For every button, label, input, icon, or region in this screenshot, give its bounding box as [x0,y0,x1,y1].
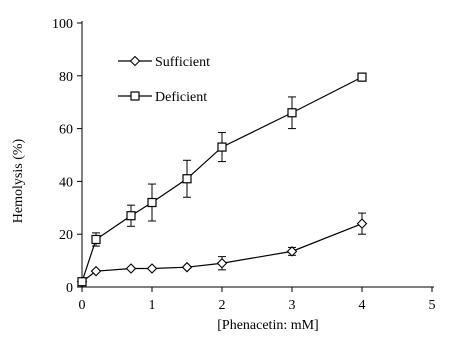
axes: 0 20 40 60 80 100 0 1 2 3 4 5 [52,17,436,313]
data-point-sufficient [286,246,298,257]
data-point-deficient [287,108,297,118]
y-tick-label: 100 [52,17,73,32]
legend-item-deficient: Deficient [118,90,207,105]
y-tick-label: 80 [59,70,73,85]
series-line-deficient [81,76,363,282]
y-tick-label: 40 [59,175,73,190]
data-point-sufficient [125,263,137,274]
x-tick-label: 5 [429,298,436,313]
legend-label-sufficient: Sufficient [155,55,210,70]
legend: Sufficient Deficient [118,55,210,105]
data-point-deficient [147,197,157,208]
y-axis-label: Hemolysis (%) [11,138,26,223]
x-axis-label: [Phenacetin: mM] [217,318,318,333]
data-point-deficient [126,211,136,221]
data-point-deficient [77,277,87,287]
data-point-sufficient [356,218,368,229]
data-point-deficient [357,72,367,82]
legend-marker-deficient [130,91,140,101]
legend-marker-sufficient [129,55,141,67]
x-tick-label: 3 [289,298,296,313]
data-point-sufficient [216,257,228,269]
x-tick-label: 2 [219,298,226,313]
y-tick-label: 20 [59,228,73,243]
x-tick-label: 1 [149,298,156,313]
data-point-deficient [91,234,101,245]
legend-label-deficient: Deficient [155,90,207,105]
data-point-deficient [182,174,192,184]
series-layer [76,72,368,287]
x-tick-label: 4 [359,298,366,313]
series-sufficient [76,212,368,287]
data-point-deficient [217,142,227,152]
series-line-sufficient [81,223,363,283]
x-tick-label: 0 [79,298,86,313]
data-point-sufficient [90,265,102,277]
legend-item-sufficient: Sufficient [118,55,210,70]
y-tick-label: 0 [66,281,73,296]
data-point-sufficient [181,261,193,273]
series-deficient [77,72,367,287]
data-point-sufficient [146,263,158,274]
y-tick-label: 60 [59,123,73,138]
